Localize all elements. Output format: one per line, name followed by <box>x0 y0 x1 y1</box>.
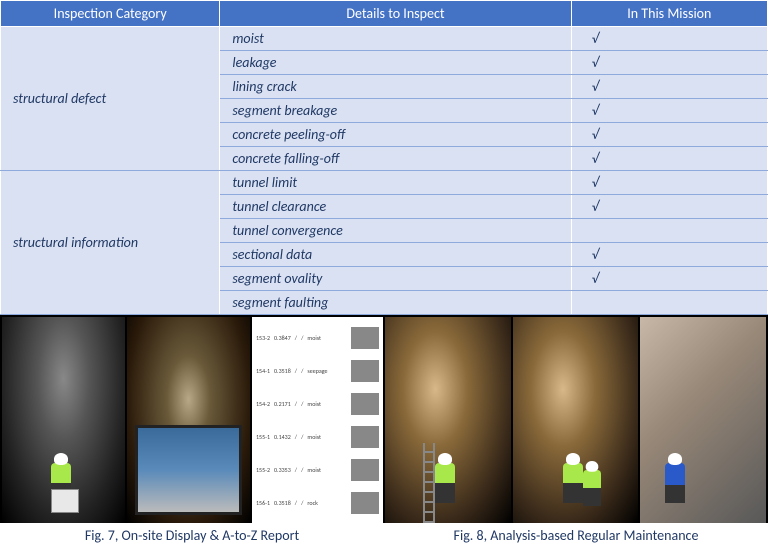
report-thumbnail <box>351 492 379 514</box>
worker-icon <box>563 463 583 503</box>
detail-cell: tunnel convergence <box>220 219 571 243</box>
report-cell-id: 155-1 <box>256 433 270 441</box>
report-cell-id: 154-2 <box>256 400 270 408</box>
mission-check-cell: √ <box>571 147 767 171</box>
report-cell-type: moist <box>307 433 321 441</box>
report-cell-id: 155-2 <box>256 466 270 474</box>
fig7-panel-report: 153-20.3847//moist154-10.3518//seepage15… <box>252 317 383 523</box>
report-cell-c2: / <box>301 433 303 441</box>
report-row: 156-1 0.3518 / / rock <box>256 490 379 516</box>
report-cell-c1: / <box>295 499 297 507</box>
fig8-caption: Fig. 8, Analysis-based Regular Maintenan… <box>384 523 768 548</box>
fig7-caption: Fig. 7, On-site Display & A-to-Z Report <box>0 523 384 548</box>
detail-cell: tunnel limit <box>220 171 571 195</box>
detail-cell: concrete falling-off <box>220 147 571 171</box>
report-cell-id: 154-1 <box>256 367 270 375</box>
inspection-robot-icon <box>51 489 79 513</box>
report-row: 155-2 0.3353 / / moist <box>256 457 379 483</box>
col-header-mission: In This Mission <box>571 1 767 27</box>
table-row: structural defectmoist√ <box>1 27 768 51</box>
col-header-details: Details to Inspect <box>220 1 571 27</box>
fig7-panel-tunnel-monitor <box>127 317 250 523</box>
report-cell-val: 0.3847 <box>274 334 291 342</box>
report-thumbnail <box>351 393 379 415</box>
report-cell-val: 0.3518 <box>274 367 291 375</box>
report-cell-type: rock <box>307 499 317 507</box>
detail-cell: leakage <box>220 51 571 75</box>
report-cell-type: moist <box>307 334 321 342</box>
captions-row: Fig. 7, On-site Display & A-to-Z Report … <box>0 523 768 548</box>
mission-check-cell: √ <box>571 51 767 75</box>
col-header-category: Inspection Category <box>1 1 220 27</box>
mission-check-cell: √ <box>571 171 767 195</box>
report-thumbnail <box>351 459 379 481</box>
report-row: 154-1 0.3518 / / seepage <box>256 358 379 384</box>
fig8-panel-ladder <box>385 317 511 523</box>
mission-check-cell: √ <box>571 195 767 219</box>
report-thumbnail <box>351 327 379 349</box>
report-cell-id: 156-1 <box>256 499 270 507</box>
report-cell-val: 0.1432 <box>274 433 291 441</box>
report-cell-c1: / <box>295 367 297 375</box>
report-cell-val: 0.2171 <box>274 400 291 408</box>
fig7-images: 153-20.3847//moist154-10.3518//seepage15… <box>2 317 383 523</box>
fig7-panel-tunnel-operator <box>2 317 125 523</box>
table-row: structural informationtunnel limit√ <box>1 171 768 195</box>
inspection-table-wrap: Inspection Category Details to Inspect I… <box>0 0 768 315</box>
detail-cell: segment ovality <box>220 267 571 291</box>
detail-cell: lining crack <box>220 75 571 99</box>
report-cell-val: 0.3518 <box>274 499 291 507</box>
category-cell: structural defect <box>1 27 220 171</box>
detail-cell: moist <box>220 27 571 51</box>
report-cell-c2: / <box>301 400 303 408</box>
worker-icon <box>435 463 455 503</box>
report-row: 155-1 0.1432 / / moist <box>256 424 379 450</box>
fig8-images <box>385 317 766 523</box>
detail-cell: segment breakage <box>220 99 571 123</box>
report-cell-c2: / <box>301 499 303 507</box>
figure-8 <box>385 317 766 523</box>
mission-check-cell: √ <box>571 267 767 291</box>
inspection-table: Inspection Category Details to Inspect I… <box>0 0 768 315</box>
report-thumbnail <box>351 360 379 382</box>
mission-check-cell: √ <box>571 27 767 51</box>
detail-cell: sectional data <box>220 243 571 267</box>
report-cell-c1: / <box>295 400 297 408</box>
figure-7: 153-20.3847//moist154-10.3518//seepage15… <box>2 317 383 523</box>
figures-row: 153-20.3847//moist154-10.3518//seepage15… <box>0 315 768 523</box>
report-cell-c2: / <box>301 466 303 474</box>
report-row: 154-2 0.2171 / / moist <box>256 391 379 417</box>
mission-check-cell <box>571 291 767 315</box>
mission-check-cell: √ <box>571 243 767 267</box>
category-cell: structural information <box>1 171 220 315</box>
mission-check-cell: √ <box>571 75 767 99</box>
report-thumbnail <box>351 426 379 448</box>
fig8-panel-workers <box>513 317 639 523</box>
report-cell-c1: / <box>295 433 297 441</box>
report-cell-val: 0.3353 <box>274 466 291 474</box>
worker-icon <box>665 463 685 503</box>
table-header-row: Inspection Category Details to Inspect I… <box>1 1 768 27</box>
ladder-icon <box>423 443 435 523</box>
report-cell-c2: / <box>301 334 303 342</box>
detail-cell: segment faulting <box>220 291 571 315</box>
report-cell-c1: / <box>295 466 297 474</box>
mission-check-cell: √ <box>571 99 767 123</box>
detail-cell: concrete peeling-off <box>220 123 571 147</box>
fig8-panel-wall-repair <box>640 317 766 523</box>
mission-check-cell <box>571 219 767 243</box>
report-cell-type: moist <box>307 400 321 408</box>
monitor-screen-icon <box>135 425 242 515</box>
report-cell-c2: / <box>301 367 303 375</box>
detail-cell: tunnel clearance <box>220 195 571 219</box>
report-cell-c1: / <box>295 334 297 342</box>
report-cell-id: 153-2 <box>256 334 270 342</box>
report-cell-type: moist <box>307 466 321 474</box>
report-row: 153-2 0.3847 / / moist <box>256 325 379 351</box>
report-cell-type: seepage <box>307 367 327 375</box>
table-body: structural defectmoist√leakage√lining cr… <box>1 27 768 315</box>
mission-check-cell: √ <box>571 123 767 147</box>
worker-icon <box>583 470 601 506</box>
